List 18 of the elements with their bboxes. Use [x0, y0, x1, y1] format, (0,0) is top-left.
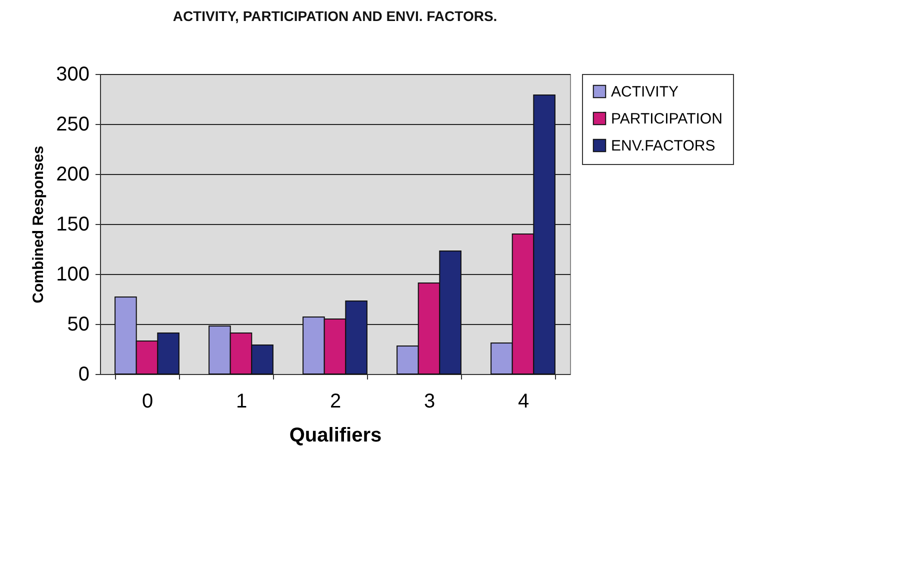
y-tick-label: 0: [78, 364, 90, 386]
y-tick-label: 250: [56, 114, 90, 136]
y-tick-label: 200: [56, 164, 90, 186]
y-tick-label: 100: [56, 264, 90, 286]
legend-label: ENV.FACTORS: [611, 138, 716, 154]
x-tick-label: 0: [142, 390, 154, 412]
x-tick-label: 3: [424, 390, 436, 412]
y-axis-title: Combined Responses: [30, 146, 48, 304]
y-tick-label: 150: [56, 214, 90, 236]
chart-title: ACTIVITY, PARTICIPATION AND ENVI. FACTORS.: [172, 8, 498, 24]
y-tick-label: 50: [67, 314, 90, 336]
x-axis-title: Qualifiers: [289, 424, 382, 446]
x-tick-label: 2: [330, 390, 342, 412]
x-tick-label: 1: [236, 390, 248, 412]
legend-label: ACTIVITY: [611, 84, 679, 100]
legend-label: PARTICIPATION: [611, 110, 722, 128]
x-tick-label: 4: [518, 390, 530, 412]
y-tick-label: 300: [56, 64, 90, 86]
